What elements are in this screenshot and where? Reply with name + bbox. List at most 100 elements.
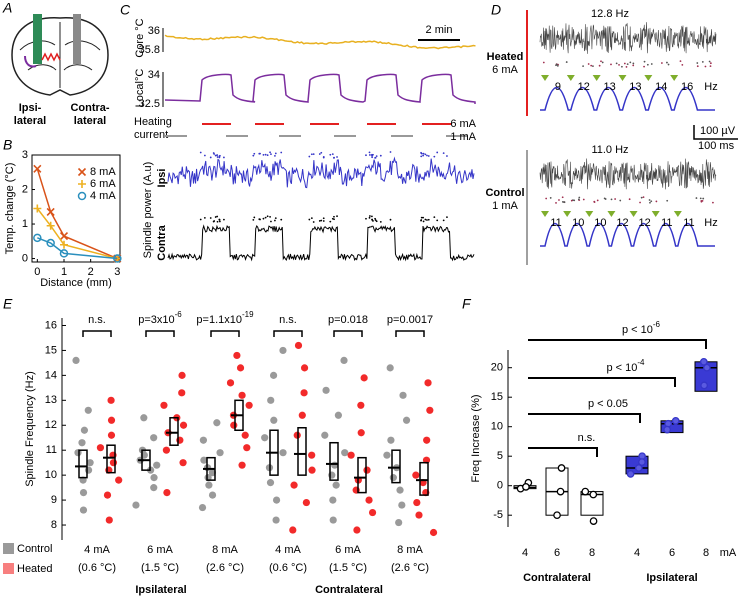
spike-dot (643, 60, 646, 63)
data-point (84, 406, 92, 414)
spike-dot (280, 218, 283, 221)
plot-frame (31, 154, 121, 263)
spike-dot (701, 61, 704, 63)
data-point (626, 470, 635, 478)
ipsi-label: Ipsi- (19, 102, 42, 114)
x-tick-label: 0 (34, 266, 40, 278)
data-point (398, 501, 406, 509)
spike-dot (695, 197, 698, 199)
category-label: 8 mA (212, 544, 238, 556)
panel-letter: C (120, 2, 131, 18)
legend-label: 6 mA (90, 178, 116, 190)
unit-label: Hz (704, 81, 717, 93)
data-point (347, 451, 355, 459)
data-point (300, 389, 308, 397)
spike-dot (646, 63, 649, 66)
data-point (634, 464, 643, 472)
spike-dot (333, 215, 335, 218)
data-point (261, 434, 269, 442)
data-point (289, 526, 297, 534)
data-point (266, 479, 275, 487)
spike-dot (561, 200, 564, 203)
box (297, 427, 307, 476)
spike-dot (618, 63, 620, 66)
category-label: 6 mA (335, 544, 361, 556)
comparison-label: p < 10-6 (622, 320, 661, 336)
y-tick-label: 5 (497, 450, 503, 462)
spike-dot (422, 220, 425, 223)
data-point (699, 357, 708, 366)
panel-letter: E (3, 296, 13, 312)
comparison-bracket (528, 339, 707, 349)
spike-dot (274, 217, 277, 220)
spike-dot (259, 218, 261, 221)
spike-dot (274, 154, 276, 157)
spike-dot (427, 218, 430, 221)
data-point (208, 469, 217, 477)
cycle-marker (607, 211, 616, 217)
data-point (236, 364, 245, 372)
spike-dot (209, 156, 212, 159)
marker (113, 254, 122, 263)
cycle-frequency: 16 (681, 81, 693, 93)
local-trace (164, 73, 476, 104)
significance-bracket (145, 330, 175, 337)
comparison-bracket (528, 377, 676, 387)
data-point (107, 431, 116, 439)
contra-trace (167, 224, 475, 262)
y-axis-label: Temp. change (°C) (4, 163, 16, 255)
category-sublabel: (2.6 °C) (391, 562, 429, 574)
scale-bar (693, 125, 738, 140)
cycle-marker (673, 211, 682, 217)
data-point (86, 459, 94, 467)
data-point (84, 466, 93, 474)
spike-dot (596, 199, 599, 202)
spike-dot (577, 198, 580, 201)
spike-dot (203, 154, 206, 157)
data-point (293, 431, 301, 439)
data-point (216, 449, 224, 457)
spike-dot (375, 155, 378, 157)
spike-dot (666, 199, 669, 202)
data-point (671, 416, 680, 425)
legend-label: 4 mA (90, 190, 116, 202)
spike-dot (640, 196, 643, 199)
spike-dot (365, 217, 367, 220)
spike-dot (709, 62, 712, 65)
spike-dot (667, 63, 670, 66)
cycle-frequency: 12 (578, 81, 590, 93)
data-point (298, 411, 306, 419)
spike-dot (628, 198, 631, 201)
spike-dot (420, 219, 423, 221)
spike-dot (570, 199, 573, 202)
core-tick: 36 (148, 25, 160, 37)
data-point (429, 528, 438, 537)
spike-dot (312, 221, 315, 223)
category-label: 6 (554, 547, 560, 559)
spike-dot (322, 217, 325, 220)
data-point (115, 476, 123, 484)
series-line (36, 168, 118, 260)
spike-dot (375, 220, 378, 223)
spike-dot (252, 154, 255, 157)
spike-dot (632, 64, 635, 67)
spike-dot (329, 153, 332, 156)
spike-dot (368, 154, 371, 156)
spike-dot (433, 216, 436, 219)
data-point (199, 436, 208, 444)
data-point (329, 516, 337, 524)
spike-dot (587, 63, 590, 65)
cycle-frequency: 13 (603, 81, 615, 93)
box (169, 417, 179, 446)
spike-dot (310, 217, 313, 220)
cycle-frequency: 11 (661, 217, 672, 229)
y-tick-label: 1 (22, 218, 28, 230)
data-point (163, 489, 171, 497)
spike-dot (565, 61, 568, 63)
spike-dot (259, 152, 261, 155)
spike-dot (655, 200, 658, 203)
significance-bracket (395, 330, 425, 337)
spike-dot (329, 220, 332, 223)
group-label: Contralateral (523, 572, 591, 584)
spindle-power-label: Spindle power (A.u) (142, 162, 154, 259)
